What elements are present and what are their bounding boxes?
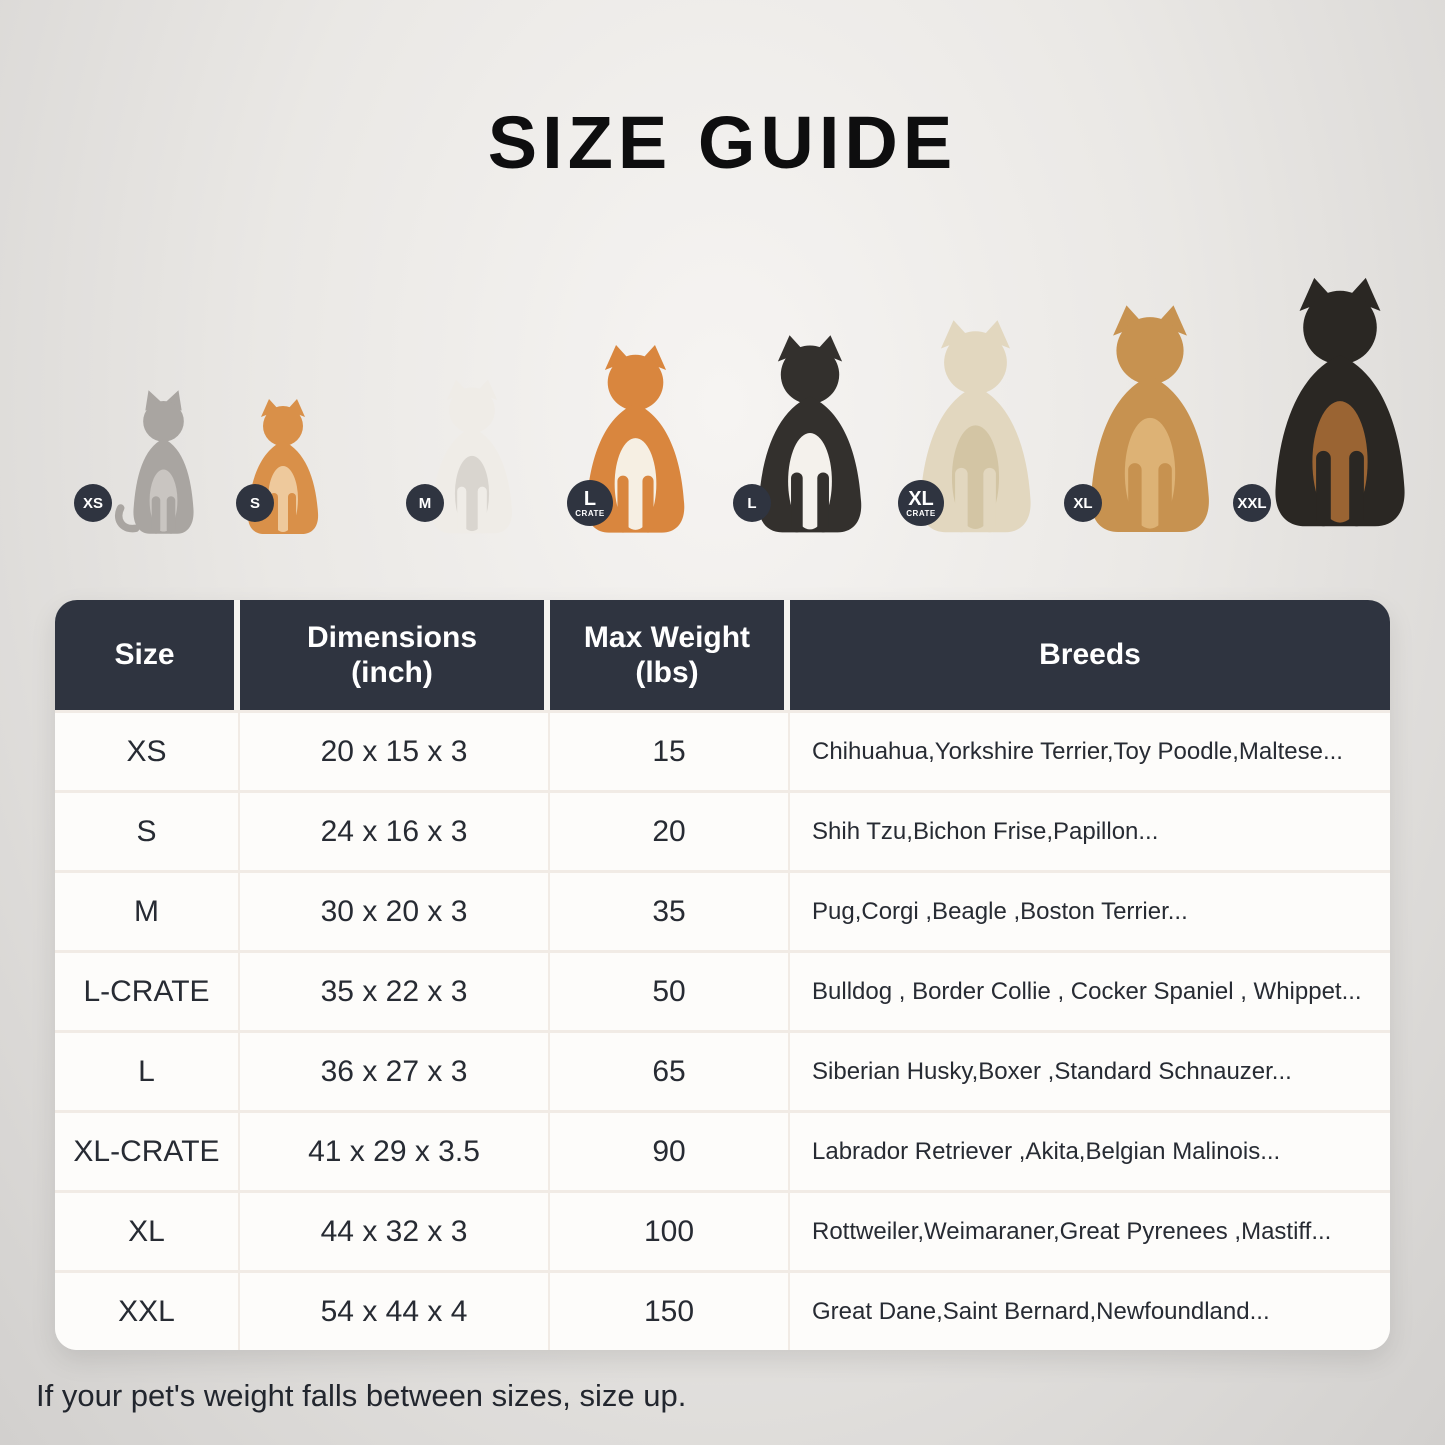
- size-badge-l-crate-sublabel: CRATE: [575, 508, 605, 518]
- cell-size: XS: [55, 713, 240, 790]
- table-row-l: L 36 x 27 x 3 65 Siberian Husky,Boxer ,S…: [55, 1030, 1390, 1110]
- header-max-weight: Max Weight (lbs): [550, 600, 790, 710]
- cell-size: XXL: [55, 1273, 240, 1350]
- size-badge-s-label: S: [249, 494, 260, 512]
- golden-retriever-photo: [1091, 305, 1209, 532]
- border-collie-photo: [758, 335, 862, 533]
- size-badge-xs-label: XS: [82, 494, 103, 512]
- cell-breeds: Chihuahua,Yorkshire Terrier,Toy Poodle,M…: [812, 737, 1343, 765]
- cell-dimensions: 36 x 27 x 3: [240, 1033, 550, 1110]
- table-row-m: M 30 x 20 x 3 35 Pug,Corgi ,Beagle ,Bost…: [55, 870, 1390, 950]
- size-badge-xxl: XXL: [1233, 484, 1271, 522]
- cat-photo: [114, 390, 194, 534]
- size-table-header: Size Dimensions (inch) Max Weight (lbs) …: [55, 600, 1390, 710]
- sizing-note: If your pet's weight falls between sizes…: [36, 1378, 687, 1413]
- size-badge-xxl-label: XXL: [1237, 494, 1267, 512]
- cell-max-weight: 90: [550, 1113, 790, 1190]
- french-bulldog-photo: [431, 379, 513, 534]
- cell-breeds: Pug,Corgi ,Beagle ,Boston Terrier...: [812, 897, 1188, 925]
- cell-breeds: Labrador Retriever ,Akita,Belgian Malino…: [812, 1137, 1281, 1165]
- size-badge-xl-crate-sublabel: CRATE: [906, 508, 936, 518]
- doberman-photo: [1275, 277, 1405, 527]
- size-badge-xl-crate: XL CRATE: [898, 480, 944, 526]
- size-badge-xs: XS: [74, 484, 112, 522]
- cell-breeds: Great Dane,Saint Bernard,Newfoundland...: [812, 1297, 1270, 1325]
- cell-dimensions: 41 x 29 x 3.5: [240, 1113, 550, 1190]
- size-badge-xl: XL: [1064, 484, 1102, 522]
- size-badge-xl-label: XL: [1073, 494, 1093, 512]
- cell-dimensions: 30 x 20 x 3: [240, 873, 550, 950]
- cell-breeds: Siberian Husky,Boxer ,Standard Schnauzer…: [812, 1057, 1292, 1085]
- cell-breeds: Rottweiler,Weimaraner,Great Pyrenees ,Ma…: [812, 1217, 1332, 1245]
- animal-size-lineup: XS S: [0, 245, 1445, 537]
- table-row-xl-crate: XL-CRATE 41 x 29 x 3.5 90 Labrador Retri…: [55, 1110, 1390, 1190]
- size-badge-s: S: [236, 484, 274, 522]
- cell-max-weight: 20: [550, 793, 790, 870]
- size-table: Size Dimensions (inch) Max Weight (lbs) …: [55, 600, 1390, 1350]
- cell-dimensions: 35 x 22 x 3: [240, 953, 550, 1030]
- cell-dimensions: 54 x 44 x 4: [240, 1273, 550, 1350]
- size-badge-l: L: [733, 484, 771, 522]
- cell-dimensions: 44 x 32 x 3: [240, 1193, 550, 1270]
- cell-size: S: [55, 793, 240, 870]
- size-badge-l-crate-label: L: [583, 487, 597, 510]
- header-dimensions: Dimensions (inch): [240, 600, 550, 710]
- table-row-s: S 24 x 16 x 3 20 Shih Tzu,Bichon Frise,P…: [55, 790, 1390, 870]
- table-row-xl: XL 44 x 32 x 3 100 Rottweiler,Weimaraner…: [55, 1190, 1390, 1270]
- cell-dimensions: 24 x 16 x 3: [240, 793, 550, 870]
- size-badge-xl-crate-label: XL: [908, 487, 934, 510]
- size-badge-l-label: L: [747, 494, 757, 512]
- cell-max-weight: 35: [550, 873, 790, 950]
- size-badge-l-crate: L CRATE: [567, 480, 613, 526]
- cell-max-weight: 65: [550, 1033, 790, 1110]
- cell-max-weight: 150: [550, 1273, 790, 1350]
- labrador-photo: [920, 320, 1031, 533]
- header-breeds: Breeds: [790, 600, 1390, 710]
- cell-max-weight: 15: [550, 713, 790, 790]
- cell-dimensions: 20 x 15 x 3: [240, 713, 550, 790]
- size-badge-m-label: M: [418, 494, 432, 512]
- size-badge-m: M: [406, 484, 444, 522]
- table-row-xs: XS 20 x 15 x 3 15 Chihuahua,Yorkshire Te…: [55, 710, 1390, 790]
- cell-max-weight: 50: [550, 953, 790, 1030]
- table-row-xxl: XXL 54 x 44 x 4 150 Great Dane,Saint Ber…: [55, 1270, 1390, 1350]
- page-title: SIZE GUIDE: [487, 101, 958, 184]
- table-row-l-crate: L-CRATE 35 x 22 x 3 50 Bulldog , Border …: [55, 950, 1390, 1030]
- cell-breeds: Bulldog , Border Collie , Cocker Spaniel…: [812, 977, 1362, 1005]
- cell-size: M: [55, 873, 240, 950]
- cell-size: L: [55, 1033, 240, 1110]
- cell-size: XL-CRATE: [55, 1113, 240, 1190]
- cell-size: L-CRATE: [55, 953, 240, 1030]
- cell-max-weight: 100: [550, 1193, 790, 1270]
- cell-breeds: Shih Tzu,Bichon Frise,Papillon...: [812, 817, 1159, 845]
- cell-size: XL: [55, 1193, 240, 1270]
- header-size: Size: [55, 600, 240, 710]
